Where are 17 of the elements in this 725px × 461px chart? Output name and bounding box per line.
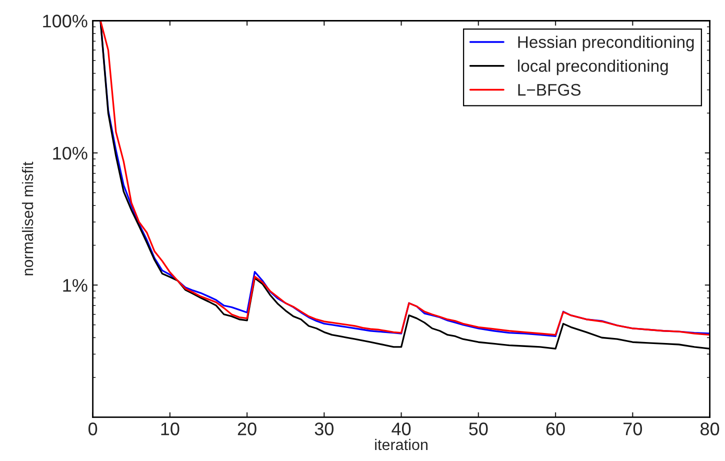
legend-label: Hessian preconditioning: [518, 36, 694, 52]
y-tick-label: 100%: [43, 14, 88, 28]
x-tick-label: 0: [88, 422, 98, 436]
legend-label: local preconditioning: [518, 60, 668, 76]
x-tick-label: 50: [469, 422, 488, 436]
y-tick-label: 10%: [53, 146, 88, 160]
x-tick-label: 20: [238, 422, 256, 436]
legend-label: L−BFGS: [518, 84, 581, 96]
y-tick-label: 1%: [63, 279, 88, 292]
x-tick-label: 10: [161, 422, 180, 436]
x-axis-title: iteration: [375, 438, 428, 450]
x-tick-label: 80: [700, 422, 720, 436]
x-tick-label: 70: [624, 422, 642, 436]
x-tick-label: 40: [392, 422, 411, 436]
y-axis-title: normalised misfit: [22, 162, 34, 276]
x-tick-label: 30: [314, 422, 334, 436]
x-tick-label: 60: [546, 422, 565, 436]
